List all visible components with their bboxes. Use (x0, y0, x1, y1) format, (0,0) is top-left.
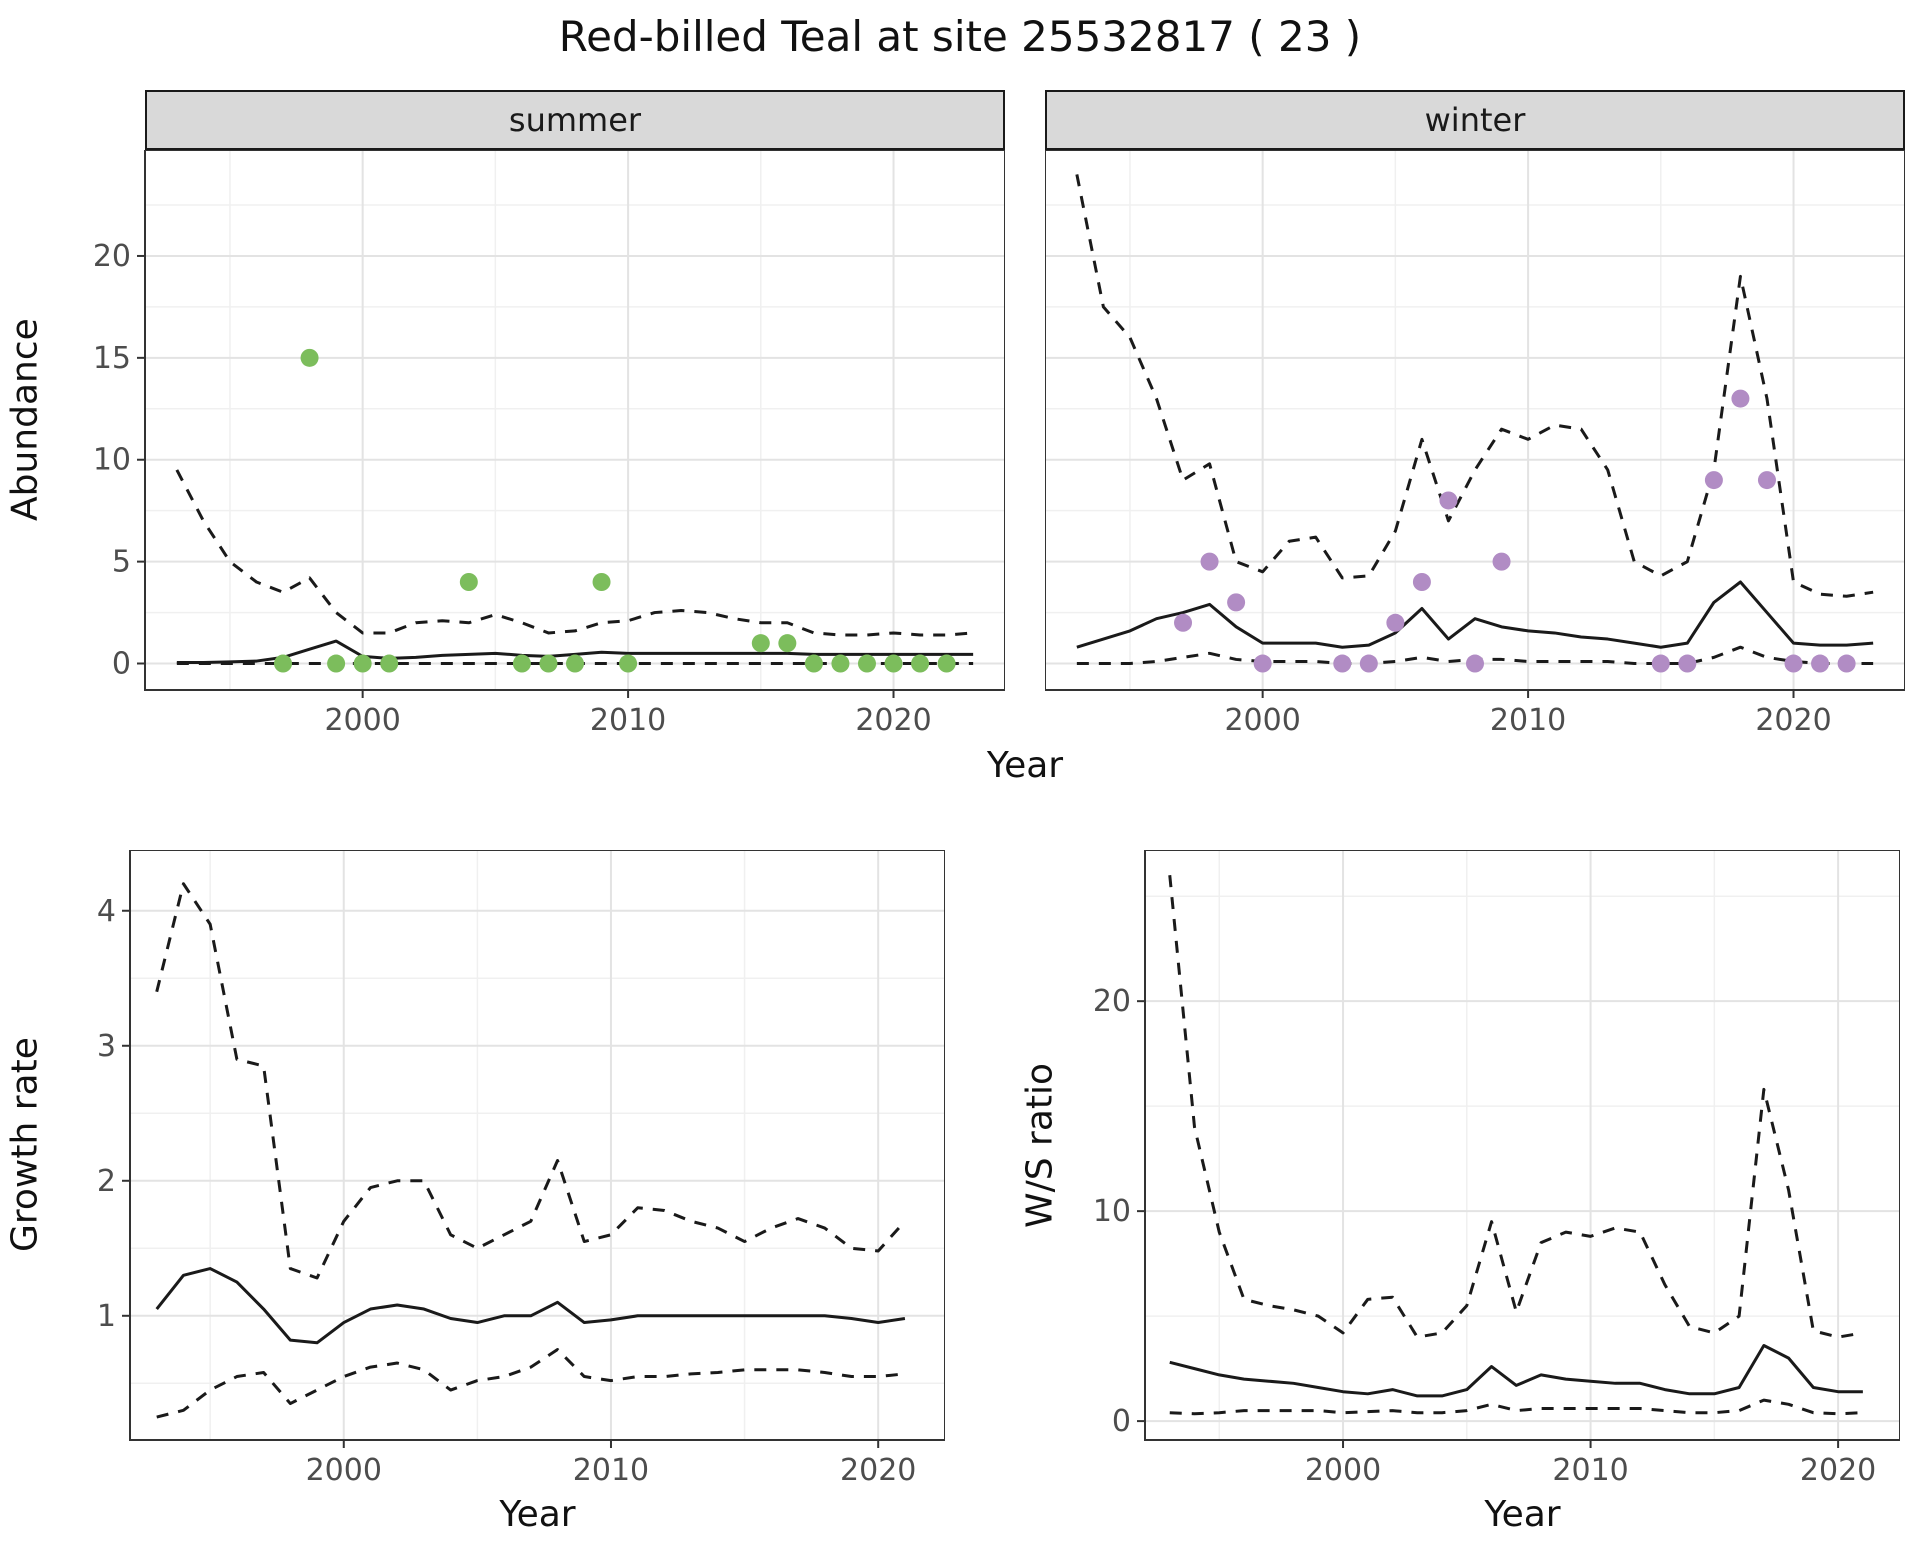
facet-strip-winter: winter (1045, 90, 1905, 150)
svg-text:20: 20 (1093, 984, 1131, 1019)
svg-text:1: 1 (97, 1299, 116, 1334)
svg-text:2020: 2020 (855, 703, 931, 738)
svg-text:2010: 2010 (573, 1453, 649, 1488)
svg-text:2020: 2020 (1800, 1453, 1876, 1488)
svg-text:2000: 2000 (324, 703, 400, 738)
abundance-y-axis-label: Abundance (4, 318, 46, 522)
svg-text:20: 20 (93, 239, 131, 274)
svg-text:2: 2 (97, 1164, 116, 1199)
svg-text:3: 3 (97, 1029, 116, 1064)
svg-text:5: 5 (112, 545, 131, 580)
svg-text:2010: 2010 (1490, 703, 1566, 738)
svg-text:2010: 2010 (590, 703, 666, 738)
chart-svg-2: 2000 2010 2020 1 2 3 4 (97, 850, 945, 1488)
chart-svg-0: 2000 2010 2020 0 5 10 15 20 (93, 150, 1005, 738)
chart-svg-1: 2000 2010 2020 (1045, 150, 1905, 738)
svg-text:2000: 2000 (1305, 1453, 1381, 1488)
svg-text:10: 10 (1093, 1194, 1131, 1229)
svg-text:0: 0 (1112, 1404, 1131, 1439)
growth-rate-chart: 2000 2010 2020 1 2 3 4 (55, 850, 945, 1488)
ws-ratio-y-axis-label: W/S ratio (1019, 1062, 1061, 1228)
abundance-x-axis-label: Year (986, 745, 1064, 786)
growth-rate-x-axis-label: Year (499, 1494, 576, 1535)
svg-text:2020: 2020 (840, 1453, 916, 1488)
summer-abundance-chart: 2000 2010 2020 0 5 10 15 20 (55, 150, 1005, 740)
figure-title: Red-billed Teal at site 25532817 ( 23 ) (558, 12, 1362, 61)
svg-text:2020: 2020 (1755, 703, 1831, 738)
svg-text:2010: 2010 (1552, 1453, 1628, 1488)
ws-ratio-x-axis-label: Year (1484, 1494, 1561, 1535)
facet-strip-summer: summer (145, 90, 1005, 150)
svg-text:15: 15 (93, 341, 131, 376)
svg-text:2000: 2000 (306, 1453, 382, 1488)
growth-rate-y-axis-label: Growth rate (4, 1037, 46, 1253)
svg-text:2000: 2000 (1224, 703, 1300, 738)
chart-svg-3: 2000 2010 2020 0 10 20 (1093, 850, 1900, 1488)
svg-text:10: 10 (93, 443, 131, 478)
winter-abundance-chart: 2000 2010 2020 (1045, 150, 1905, 740)
ws-ratio-chart: 2000 2010 2020 0 10 20 (1070, 850, 1900, 1488)
svg-text:0: 0 (112, 647, 131, 682)
svg-text:4: 4 (97, 894, 116, 929)
